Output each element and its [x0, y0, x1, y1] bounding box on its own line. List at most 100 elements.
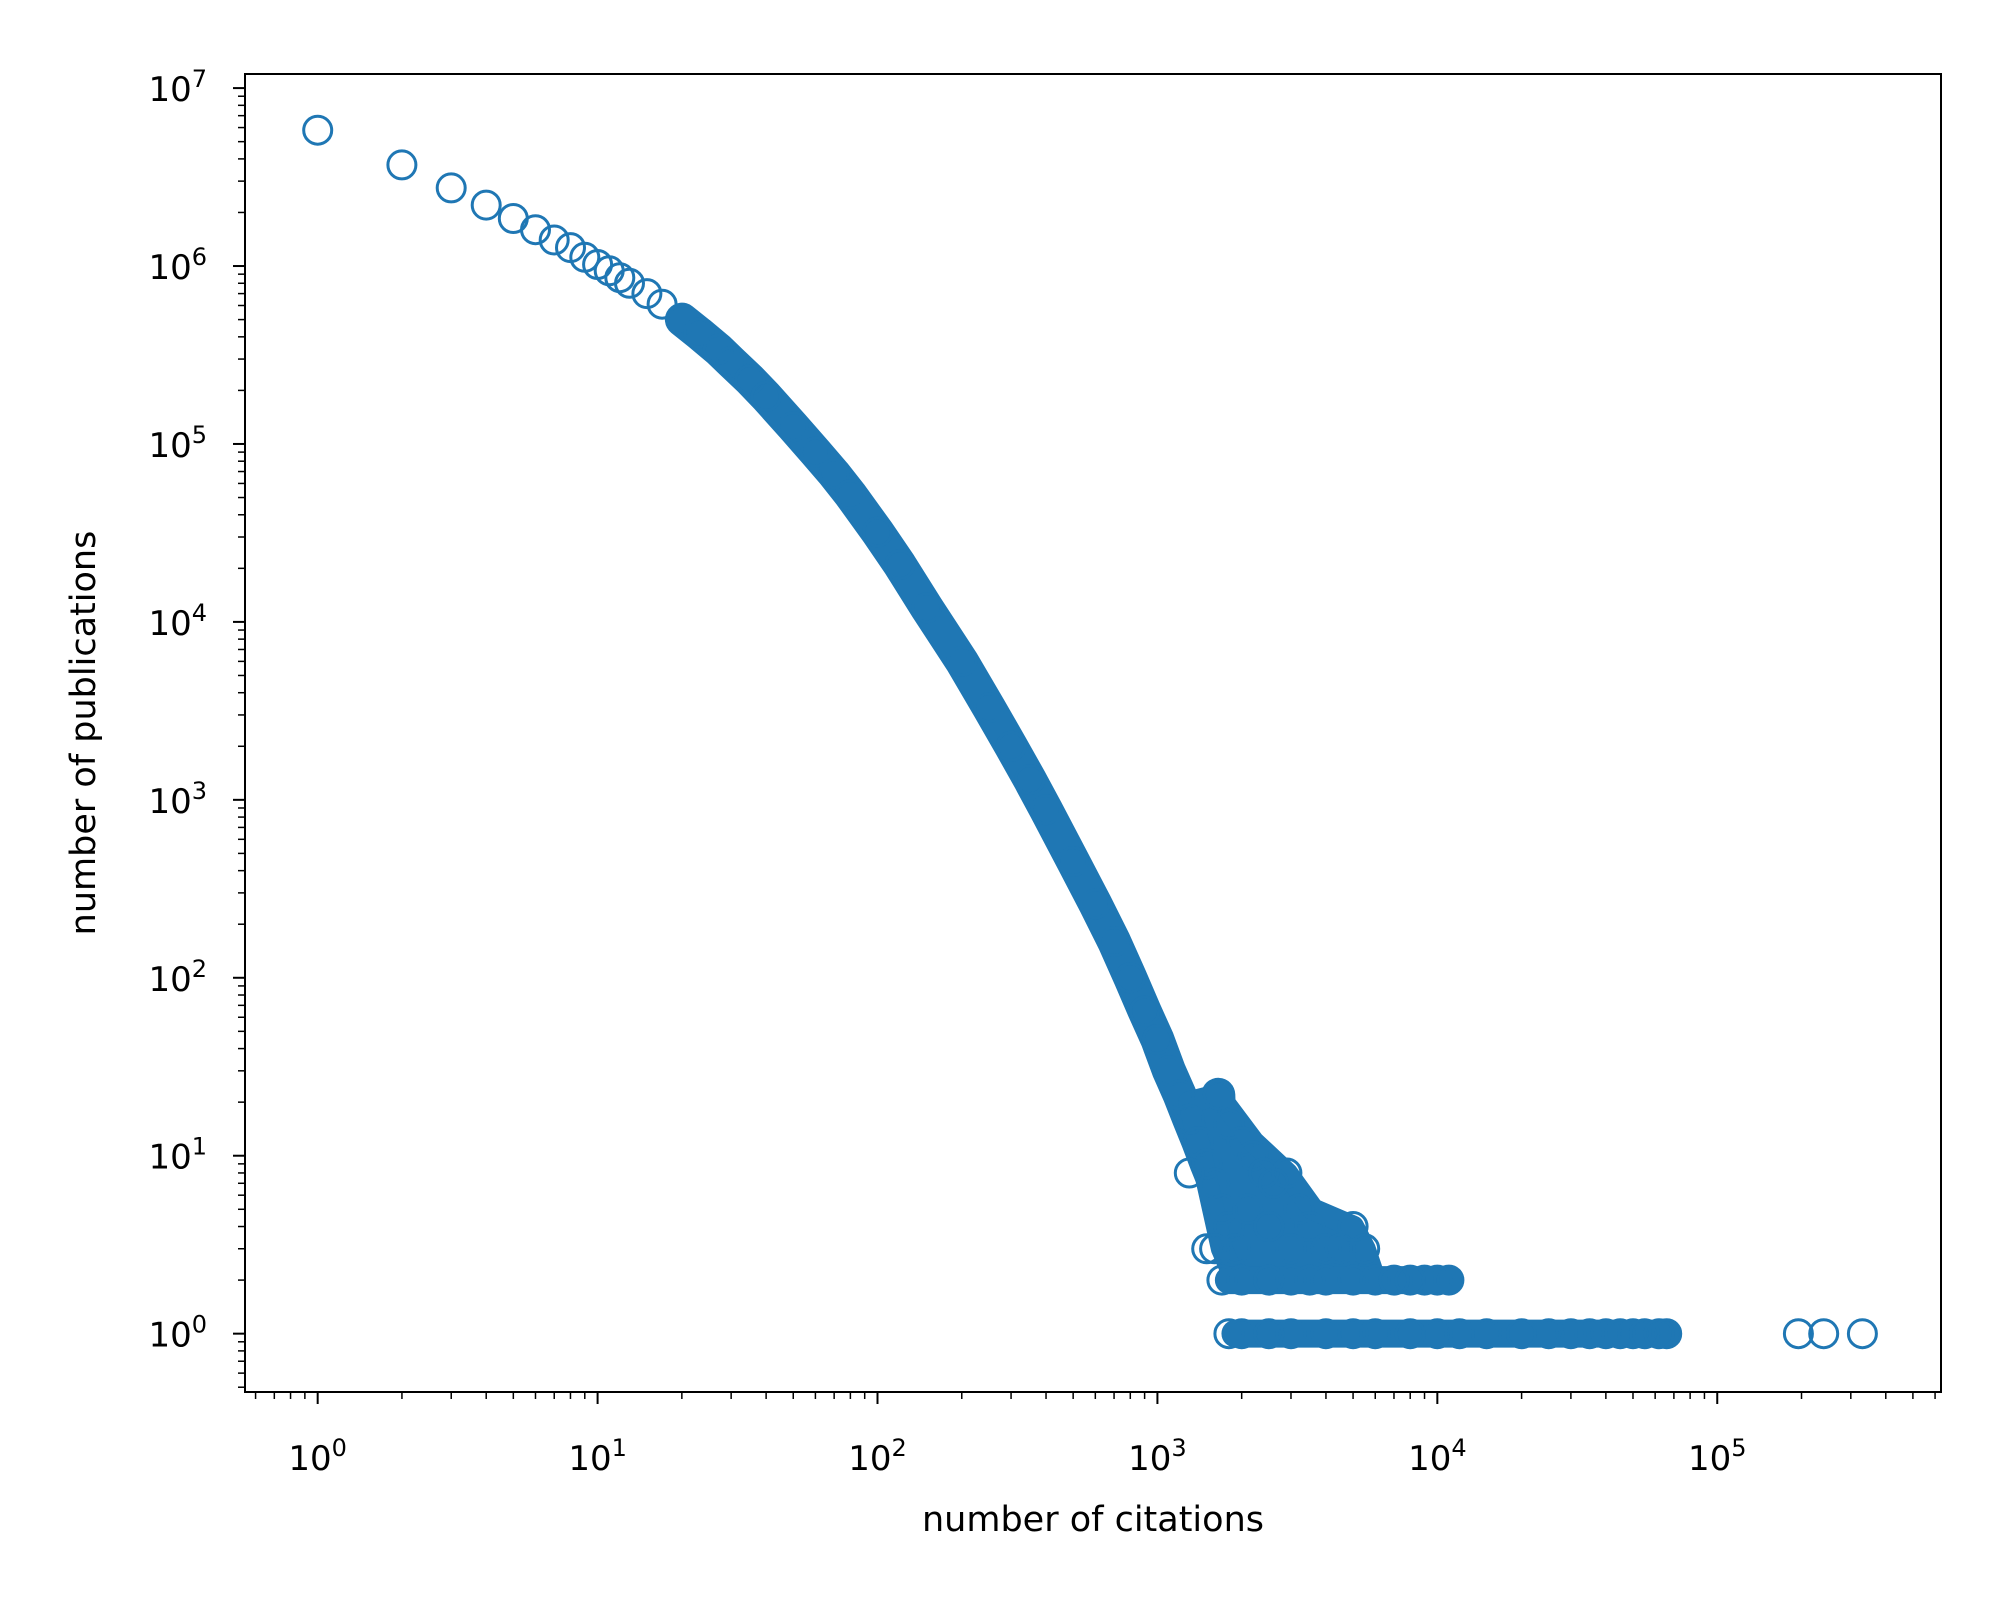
data-point	[1283, 1193, 1315, 1225]
x-tick-label: 104	[1408, 1434, 1467, 1479]
data-point	[1129, 995, 1161, 1027]
data-point	[1213, 1211, 1245, 1242]
y-tick-label: 106	[148, 243, 207, 288]
data-point	[1199, 1233, 1231, 1265]
data-point	[862, 516, 893, 548]
data-point	[946, 645, 978, 677]
data-point	[777, 411, 809, 443]
data-point	[1555, 1318, 1587, 1350]
y-tick-label: 102	[148, 955, 207, 1000]
data-point	[1629, 1318, 1661, 1350]
data-point	[1206, 1193, 1238, 1225]
y-tick-label: 100	[148, 1311, 207, 1356]
x-tick-label: 102	[848, 1434, 907, 1479]
x-tick-label: 105	[1688, 1434, 1747, 1479]
data-point	[1421, 1318, 1453, 1350]
data-point	[1294, 1264, 1326, 1296]
data-point	[834, 479, 866, 510]
data-point	[1114, 962, 1146, 994]
data-point	[1294, 1211, 1326, 1242]
data-point	[386, 149, 418, 181]
data-point	[1191, 1233, 1223, 1265]
data-point	[1359, 1264, 1391, 1296]
y-tick-label: 104	[148, 599, 207, 644]
data-point	[1275, 1233, 1307, 1265]
x-axis-label: number of citations	[922, 1500, 1264, 1540]
data-point	[1237, 1140, 1269, 1172]
data-point	[734, 364, 766, 396]
x-tick-label: 103	[1128, 1434, 1187, 1479]
data-point	[884, 549, 916, 581]
data-points	[302, 114, 1878, 1350]
data-point	[1098, 926, 1130, 957]
y-tick-label: 103	[148, 777, 207, 822]
data-point	[911, 592, 943, 624]
data-point	[1782, 1318, 1814, 1350]
data-point	[1604, 1318, 1636, 1350]
data-point	[1574, 1318, 1606, 1350]
data-point	[1471, 1318, 1503, 1350]
data-point	[1651, 1318, 1683, 1350]
data-point	[750, 380, 782, 412]
data-point	[520, 214, 551, 246]
data-point	[1378, 1264, 1410, 1296]
y-axis: 100 101 102 103 104 105 106 107	[148, 65, 245, 1388]
data-point	[1173, 1103, 1205, 1135]
data-point	[1349, 1233, 1381, 1265]
x-tick-label: 100	[288, 1434, 347, 1479]
data-point	[538, 224, 570, 256]
data-point	[1409, 1264, 1440, 1296]
data-point	[1232, 1193, 1264, 1225]
data-point	[1359, 1318, 1391, 1350]
y-tick-label: 105	[148, 421, 207, 466]
data-point	[1846, 1318, 1878, 1350]
data-point	[1191, 1148, 1223, 1180]
data-point	[683, 317, 715, 349]
data-point	[1141, 1024, 1173, 1055]
data-point	[435, 172, 467, 204]
data-point	[302, 114, 334, 146]
data-point	[631, 278, 663, 310]
x-tick-label: 101	[568, 1434, 627, 1479]
plot-frame	[244, 73, 1942, 1393]
data-point	[1310, 1233, 1342, 1265]
data-point	[1206, 1264, 1238, 1296]
data-point	[1337, 1264, 1369, 1296]
data-point	[1014, 764, 1046, 796]
data-point	[1202, 1079, 1234, 1111]
data-point	[646, 288, 678, 320]
data-point	[715, 346, 747, 378]
data-point	[1079, 888, 1111, 920]
data-point	[1182, 1126, 1214, 1158]
data-point	[614, 267, 645, 299]
y-axis-label: number of publications	[64, 531, 104, 936]
data-point	[799, 436, 831, 468]
data-point	[1337, 1318, 1369, 1350]
data-point	[1275, 1318, 1307, 1350]
data-point	[1433, 1264, 1465, 1296]
data-point	[995, 730, 1027, 762]
data-point	[1271, 1157, 1303, 1189]
data-point	[1030, 794, 1062, 826]
data-point	[1057, 846, 1089, 877]
data-point	[1253, 1264, 1285, 1296]
y-tick-label: 107	[148, 65, 207, 110]
data-point	[1421, 1264, 1453, 1296]
data-point	[470, 189, 502, 221]
data-point	[1643, 1318, 1675, 1350]
data-point	[1173, 1157, 1205, 1189]
data-point	[1617, 1318, 1649, 1350]
x-axis: 100 101 102 103 104 105	[254, 1392, 1936, 1479]
data-point	[1253, 1211, 1285, 1242]
data-point	[1213, 1318, 1245, 1350]
data-point	[1253, 1318, 1285, 1350]
y-tick-label: 101	[148, 1133, 207, 1178]
data-point	[818, 458, 850, 490]
data-point	[973, 692, 1005, 724]
data-point	[1275, 1264, 1307, 1296]
data-point	[1248, 1157, 1280, 1189]
data-point	[1533, 1318, 1565, 1350]
data-point	[1808, 1318, 1840, 1350]
